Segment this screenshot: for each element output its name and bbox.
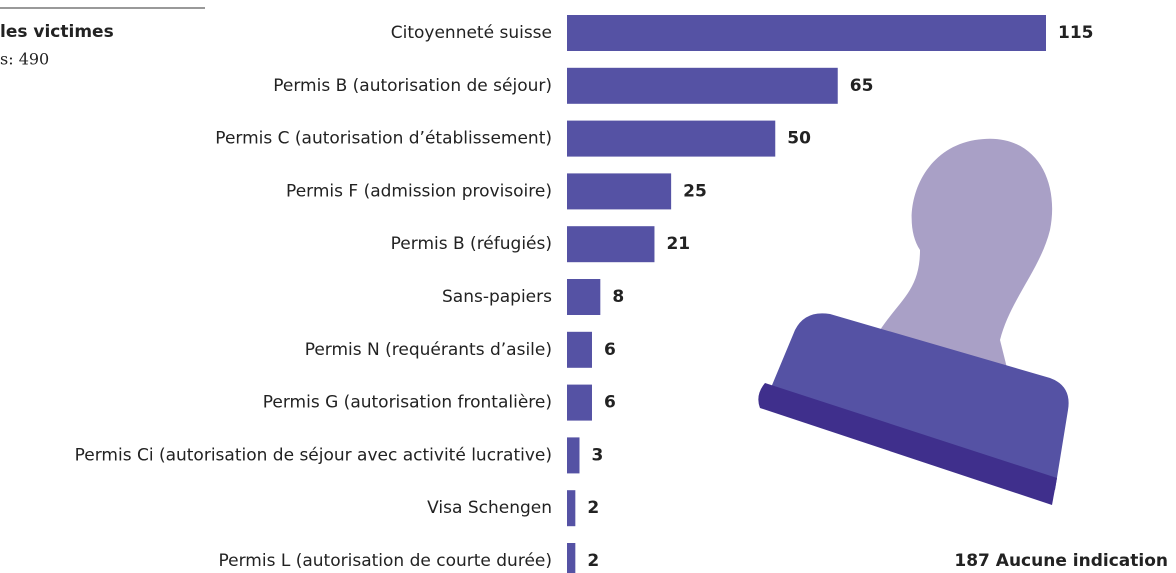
category-label: Permis B (autorisation de séjour) bbox=[273, 76, 552, 96]
value-label: 65 bbox=[850, 76, 874, 96]
bar bbox=[567, 543, 576, 573]
value-label: 2 bbox=[587, 498, 599, 518]
bar bbox=[567, 279, 601, 315]
category-label: Permis G (autorisation frontalière) bbox=[263, 393, 552, 413]
value-label: 8 bbox=[612, 287, 624, 307]
bar bbox=[567, 15, 1046, 51]
category-label: Permis C (autorisation d’établissement) bbox=[215, 129, 552, 149]
bar bbox=[567, 226, 655, 263]
bar bbox=[567, 384, 592, 421]
annotation: 187 Aucune indication bbox=[954, 551, 1168, 571]
category-label: Permis F (admission provisoire) bbox=[286, 181, 552, 201]
category-label: Citoyenneté suisse bbox=[391, 23, 552, 43]
chart-subtitle: s: 490 bbox=[0, 50, 49, 69]
stamp-base bbox=[760, 313, 1069, 490]
value-label: 2 bbox=[587, 551, 599, 571]
bar bbox=[567, 120, 776, 157]
category-label: Visa Schengen bbox=[427, 498, 552, 518]
category-label: Sans-papiers bbox=[442, 287, 552, 307]
category-label: Permis Ci (autorisation de séjour avec a… bbox=[75, 445, 552, 465]
value-label: 115 bbox=[1058, 23, 1094, 43]
value-label: 50 bbox=[787, 129, 811, 149]
bar bbox=[567, 173, 672, 210]
bar bbox=[567, 437, 580, 474]
chart-title: les victimes bbox=[0, 22, 114, 42]
stamp-edge bbox=[758, 383, 1057, 505]
category-label: Permis B (réfugiés) bbox=[391, 234, 552, 254]
stamp-illustration bbox=[758, 138, 1069, 505]
category-label: Permis L (autorisation de courte durée) bbox=[219, 551, 552, 571]
value-label: 21 bbox=[666, 234, 690, 254]
value-label: 3 bbox=[591, 445, 603, 465]
stamp-handle bbox=[870, 138, 1053, 380]
value-label: 25 bbox=[683, 181, 707, 201]
value-label: 6 bbox=[604, 340, 616, 360]
bar bbox=[567, 67, 838, 104]
value-label: 6 bbox=[604, 393, 616, 413]
bar bbox=[567, 331, 592, 368]
category-label: Permis N (requérants d’asile) bbox=[305, 340, 552, 360]
bar bbox=[567, 490, 576, 527]
